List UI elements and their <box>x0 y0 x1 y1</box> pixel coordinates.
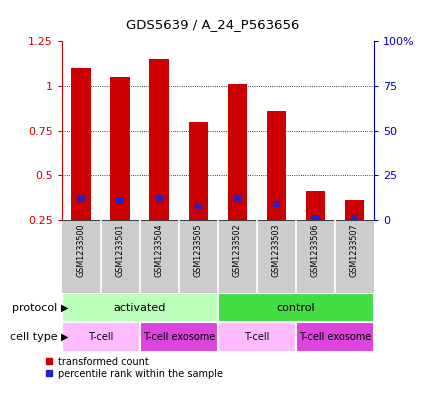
Text: activated: activated <box>113 303 166 312</box>
Text: cell type: cell type <box>10 332 57 342</box>
Bar <box>351 215 358 221</box>
Bar <box>62 322 140 352</box>
Bar <box>116 197 124 204</box>
Bar <box>296 322 374 352</box>
Text: GSM1233503: GSM1233503 <box>272 224 281 277</box>
Bar <box>227 84 247 220</box>
Bar <box>189 122 208 220</box>
Text: GSM1233500: GSM1233500 <box>76 224 86 277</box>
Text: GSM1233506: GSM1233506 <box>311 224 320 277</box>
Text: GDS5639 / A_24_P563656: GDS5639 / A_24_P563656 <box>126 18 299 31</box>
Text: GSM1233502: GSM1233502 <box>233 224 242 277</box>
Bar <box>77 195 85 202</box>
Text: GSM1233505: GSM1233505 <box>194 224 203 277</box>
Text: T-cell exosome: T-cell exosome <box>299 332 371 342</box>
Text: ▶: ▶ <box>61 303 68 312</box>
Text: GSM1233504: GSM1233504 <box>155 224 164 277</box>
Bar <box>306 191 325 220</box>
Bar <box>62 293 218 322</box>
Bar <box>234 195 241 202</box>
Text: protocol: protocol <box>12 303 57 312</box>
Bar <box>140 322 218 352</box>
Bar <box>345 200 364 220</box>
Bar <box>266 111 286 220</box>
Bar <box>156 195 163 202</box>
Bar <box>71 68 91 220</box>
Text: T-cell exosome: T-cell exosome <box>143 332 215 342</box>
Text: T-cell: T-cell <box>244 332 269 342</box>
Text: GSM1233507: GSM1233507 <box>350 224 359 277</box>
Bar <box>110 77 130 220</box>
Bar <box>195 203 202 209</box>
Bar <box>273 201 280 207</box>
Text: ▶: ▶ <box>61 332 68 342</box>
Text: GSM1233501: GSM1233501 <box>116 224 125 277</box>
Text: T-cell: T-cell <box>88 332 113 342</box>
Text: control: control <box>277 303 315 312</box>
Bar <box>312 215 319 221</box>
Bar <box>218 293 374 322</box>
Bar <box>150 59 169 220</box>
Legend: transformed count, percentile rank within the sample: transformed count, percentile rank withi… <box>45 356 223 378</box>
Bar <box>218 322 296 352</box>
